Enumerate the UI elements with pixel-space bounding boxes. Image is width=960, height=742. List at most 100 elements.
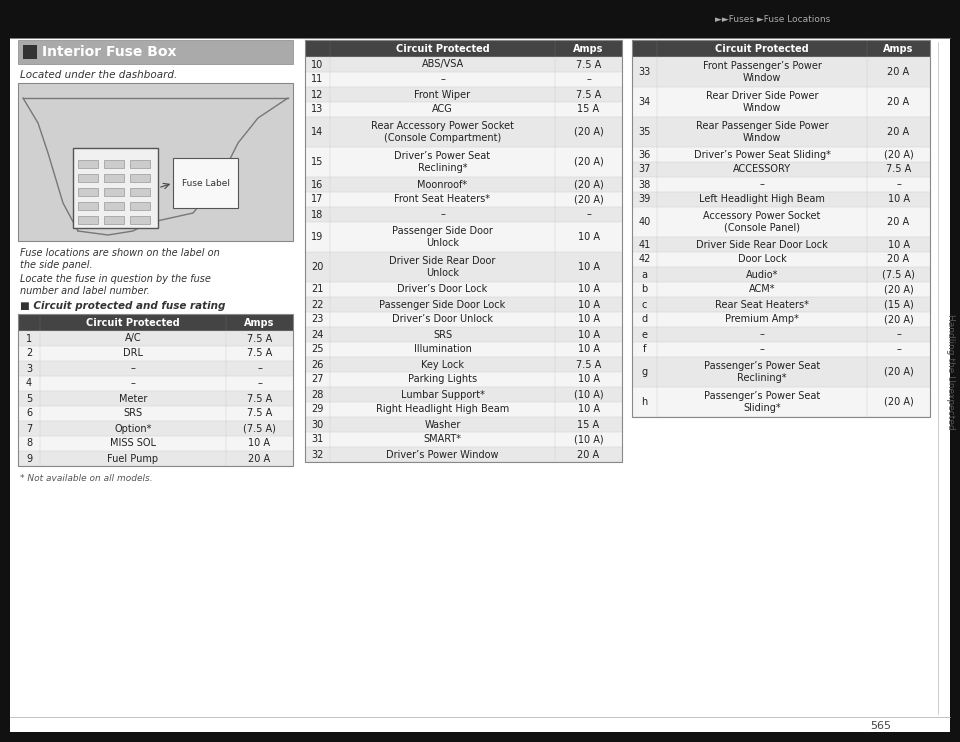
FancyBboxPatch shape <box>305 177 622 192</box>
Text: 10 A: 10 A <box>578 404 599 415</box>
Text: number and label number.: number and label number. <box>20 286 150 296</box>
Text: 20 A: 20 A <box>577 450 600 459</box>
Text: Fuse locations are shown on the label on: Fuse locations are shown on the label on <box>20 248 220 258</box>
Text: –: – <box>131 364 135 373</box>
Text: the side panel.: the side panel. <box>20 260 92 270</box>
Text: SMART*: SMART* <box>423 435 462 444</box>
Text: 5: 5 <box>26 393 32 404</box>
FancyBboxPatch shape <box>173 158 238 208</box>
Text: 11: 11 <box>311 74 324 85</box>
FancyBboxPatch shape <box>73 148 158 228</box>
FancyBboxPatch shape <box>18 314 293 331</box>
Text: Driver Side Rear Door
Unlock: Driver Side Rear Door Unlock <box>390 256 495 278</box>
Text: 1: 1 <box>26 333 32 344</box>
Text: 7.5 A: 7.5 A <box>576 59 601 70</box>
Text: ACM*: ACM* <box>749 284 776 295</box>
Text: DRL: DRL <box>123 349 143 358</box>
Text: Locate the fuse in question by the fuse: Locate the fuse in question by the fuse <box>20 274 211 284</box>
Text: e: e <box>641 329 647 340</box>
Text: 40: 40 <box>638 217 651 227</box>
Text: 10 A: 10 A <box>578 300 599 309</box>
Text: (20 A): (20 A) <box>883 284 913 295</box>
FancyBboxPatch shape <box>632 177 930 192</box>
Text: –: – <box>759 329 764 340</box>
Text: 2: 2 <box>26 349 32 358</box>
FancyBboxPatch shape <box>305 222 622 252</box>
Text: Rear Seat Heaters*: Rear Seat Heaters* <box>715 300 809 309</box>
Text: Amps: Amps <box>883 44 914 53</box>
Text: Front Passenger’s Power
Window: Front Passenger’s Power Window <box>703 61 822 83</box>
FancyBboxPatch shape <box>130 160 150 168</box>
Text: Premium Amp*: Premium Amp* <box>725 315 799 324</box>
Text: Rear Passenger Side Power
Window: Rear Passenger Side Power Window <box>696 121 828 142</box>
FancyBboxPatch shape <box>305 372 622 387</box>
Text: 10 A: 10 A <box>887 240 909 249</box>
Text: ABS/VSA: ABS/VSA <box>421 59 464 70</box>
FancyBboxPatch shape <box>305 207 622 222</box>
Text: 28: 28 <box>311 390 324 399</box>
Text: Passenger Side Door
Unlock: Passenger Side Door Unlock <box>392 226 492 248</box>
Text: Driver’s Power Seat Sliding*: Driver’s Power Seat Sliding* <box>693 149 830 160</box>
FancyBboxPatch shape <box>10 10 950 732</box>
Text: 7.5 A: 7.5 A <box>247 333 272 344</box>
Text: 42: 42 <box>638 255 651 264</box>
FancyBboxPatch shape <box>632 237 930 252</box>
FancyBboxPatch shape <box>305 387 622 402</box>
Text: 10 A: 10 A <box>249 439 271 448</box>
Text: Driver’s Door Unlock: Driver’s Door Unlock <box>392 315 493 324</box>
Text: –: – <box>896 180 900 189</box>
FancyBboxPatch shape <box>18 346 293 361</box>
Text: 10 A: 10 A <box>578 284 599 295</box>
FancyBboxPatch shape <box>78 174 98 182</box>
Text: Circuit Protected: Circuit Protected <box>715 44 809 53</box>
Text: Circuit Protected: Circuit Protected <box>396 44 490 53</box>
Text: –: – <box>440 74 444 85</box>
Text: ►►Fuses ►Fuse Locations: ►►Fuses ►Fuse Locations <box>715 15 830 24</box>
Text: Key Lock: Key Lock <box>421 360 464 370</box>
Text: (20 A): (20 A) <box>883 397 913 407</box>
Text: Amps: Amps <box>244 318 275 327</box>
FancyBboxPatch shape <box>78 216 98 224</box>
FancyBboxPatch shape <box>130 202 150 210</box>
Text: (7.5 A): (7.5 A) <box>882 269 915 280</box>
FancyBboxPatch shape <box>305 117 622 147</box>
Text: Driver’s Power Seat
Reclining*: Driver’s Power Seat Reclining* <box>395 151 491 173</box>
FancyBboxPatch shape <box>18 451 293 466</box>
Text: SRS: SRS <box>124 409 143 418</box>
Text: Illumination: Illumination <box>414 344 471 355</box>
Text: 14: 14 <box>311 127 324 137</box>
Text: Washer: Washer <box>424 419 461 430</box>
Text: –: – <box>586 209 591 220</box>
Text: 7.5 A: 7.5 A <box>247 393 272 404</box>
Text: (20 A): (20 A) <box>574 157 604 167</box>
FancyBboxPatch shape <box>305 57 622 72</box>
Text: 41: 41 <box>638 240 651 249</box>
Text: –: – <box>257 378 262 389</box>
Text: ACCESSORY: ACCESSORY <box>732 165 791 174</box>
Text: 15 A: 15 A <box>577 419 600 430</box>
Text: Meter: Meter <box>119 393 147 404</box>
FancyBboxPatch shape <box>305 192 622 207</box>
FancyBboxPatch shape <box>78 202 98 210</box>
Text: 38: 38 <box>638 180 651 189</box>
Text: 15 A: 15 A <box>577 105 600 114</box>
Text: 10 A: 10 A <box>578 315 599 324</box>
Text: (20 A): (20 A) <box>883 367 913 377</box>
Text: 30: 30 <box>311 419 324 430</box>
Text: MISS SOL: MISS SOL <box>110 439 156 448</box>
Text: 3: 3 <box>26 364 32 373</box>
FancyBboxPatch shape <box>305 312 622 327</box>
Text: 39: 39 <box>638 194 651 205</box>
Text: 7.5 A: 7.5 A <box>886 165 911 174</box>
Text: 20 A: 20 A <box>887 97 909 107</box>
FancyBboxPatch shape <box>78 160 98 168</box>
Text: 33: 33 <box>638 67 651 77</box>
FancyBboxPatch shape <box>632 87 930 117</box>
Text: 12: 12 <box>311 90 324 99</box>
FancyBboxPatch shape <box>305 342 622 357</box>
FancyBboxPatch shape <box>18 376 293 391</box>
FancyBboxPatch shape <box>18 83 293 241</box>
Text: 10 A: 10 A <box>578 375 599 384</box>
FancyBboxPatch shape <box>632 297 930 312</box>
Text: –: – <box>896 344 900 355</box>
